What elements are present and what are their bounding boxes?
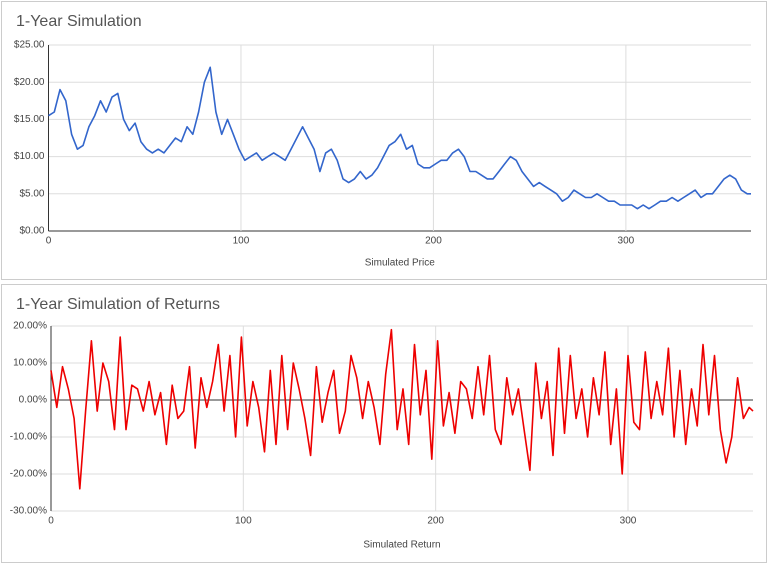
- x-tick-label: 0: [48, 516, 54, 527]
- x-tick-label: 100: [235, 516, 252, 527]
- x-tick-label: 200: [425, 236, 442, 247]
- y-tick-label: -30.00%: [10, 506, 47, 517]
- y-tick-label: $0.00: [19, 226, 44, 237]
- y-tick-label: $5.00: [19, 188, 44, 199]
- y-tick-label: -20.00%: [10, 469, 47, 480]
- y-tick-label: -10.00%: [10, 432, 47, 443]
- data-line: [48, 66, 751, 210]
- chart-title: 1-Year Simulation: [16, 13, 142, 30]
- x-axis-title: Simulated Return: [363, 540, 440, 551]
- data-line: [50, 328, 754, 490]
- x-axis-title: Simulated Price: [365, 258, 435, 269]
- panel: [1, 284, 767, 563]
- panel: [1, 1, 767, 280]
- x-tick-label: 300: [620, 516, 637, 527]
- x-tick-label: 0: [46, 236, 52, 247]
- y-tick-label: $10.00: [14, 151, 45, 162]
- x-tick-label: 200: [427, 516, 444, 527]
- y-tick-label: $20.00: [14, 77, 45, 88]
- y-tick-label: $15.00: [14, 114, 45, 125]
- y-tick-label: 20.00%: [13, 321, 47, 332]
- x-tick-label: 300: [618, 236, 635, 247]
- y-tick-label: 0.00%: [19, 395, 47, 406]
- y-tick-label: $25.00: [14, 40, 45, 51]
- chart-title: 1-Year Simulation of Returns: [16, 296, 220, 313]
- y-tick-label: 10.00%: [13, 358, 47, 369]
- x-tick-label: 100: [233, 236, 250, 247]
